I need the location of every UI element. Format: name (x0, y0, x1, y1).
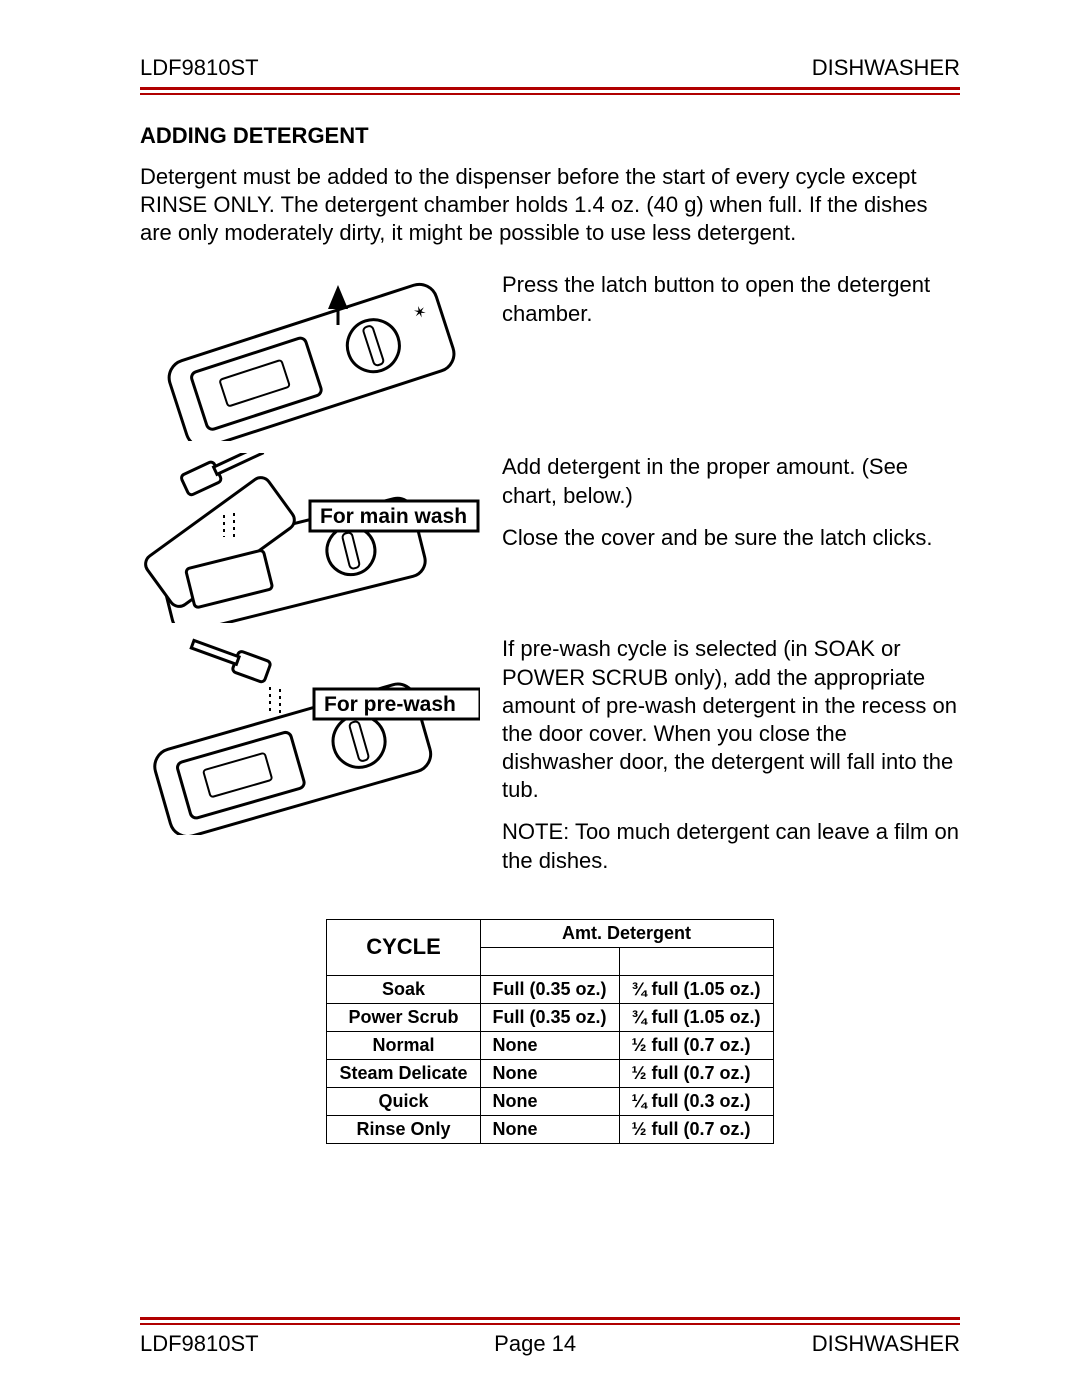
table-row: SoakFull (0.35 oz.)¾ full (1.05 oz.) (327, 975, 773, 1003)
cell-cycle: Quick (327, 1087, 480, 1115)
table-row: Steam DelicateNone½ full (0.7 oz.) (327, 1059, 773, 1087)
manual-page: LDF9810ST DISHWASHER ADDING DETERGENT De… (0, 0, 1080, 1397)
footer-rule-thick (140, 1317, 960, 1320)
cell-cycle: Rinse Only (327, 1115, 480, 1143)
step-1-line: Press the latch button to open the deter… (502, 271, 960, 327)
cell-amt2: ½ full (0.7 oz.) (619, 1115, 773, 1143)
cell-amt2: ¾ full (1.05 oz.) (619, 1003, 773, 1031)
cell-cycle: Power Scrub (327, 1003, 480, 1031)
footer-rule-thin (140, 1323, 960, 1325)
header-model: LDF9810ST (140, 55, 259, 81)
table-row: QuickNone¼ full (0.3 oz.) (327, 1087, 773, 1115)
footer-model: LDF9810ST (140, 1331, 259, 1357)
footer-product: DISHWASHER (812, 1331, 960, 1357)
cell-amt2: ½ full (0.7 oz.) (619, 1031, 773, 1059)
header-product: DISHWASHER (812, 55, 960, 81)
cell-amt1: None (480, 1031, 619, 1059)
dispenser-pre-wash-icon: ✶ For pre-wash (140, 635, 480, 835)
sub-blank-2 (619, 947, 773, 975)
page-header: LDF9810ST DISHWASHER (140, 55, 960, 81)
sub-blank-1 (480, 947, 619, 975)
cell-amt1: None (480, 1059, 619, 1087)
cell-amt2: ½ full (0.7 oz.) (619, 1059, 773, 1087)
step-1-text: Press the latch button to open the deter… (502, 271, 960, 341)
table-head-row: CYCLE Amt. Detergent (327, 919, 773, 947)
intro-paragraph: Detergent must be added to the dispenser… (140, 163, 960, 247)
step-2-line2: Close the cover and be sure the latch cl… (502, 524, 960, 552)
cell-amt1: None (480, 1115, 619, 1143)
step-3-line2: NOTE: Too much detergent can leave a fil… (502, 818, 960, 874)
footer-page: Page 14 (494, 1331, 576, 1357)
table-row: NormalNone½ full (0.7 oz.) (327, 1031, 773, 1059)
table-row: Power ScrubFull (0.35 oz.)¾ full (1.05 o… (327, 1003, 773, 1031)
col-cycle: CYCLE (327, 919, 480, 975)
cell-amt1: Full (0.35 oz.) (480, 975, 619, 1003)
detergent-table: CYCLE Amt. Detergent SoakFull (0.35 oz.)… (326, 919, 773, 1144)
cell-cycle: Soak (327, 975, 480, 1003)
cell-amt1: None (480, 1087, 619, 1115)
caption-main-wash: For main wash (320, 505, 467, 528)
cell-amt2: ¼ full (0.3 oz.) (619, 1087, 773, 1115)
header-rule-thin (140, 93, 960, 95)
dispenser-main-wash-icon: ✶ For main wash (140, 453, 480, 623)
cell-cycle: Steam Delicate (327, 1059, 480, 1087)
step-2: ✶ For main wash Add detergent in the pro… (140, 453, 960, 623)
dispenser-closed-icon: ✶ (140, 271, 480, 441)
cell-amt2: ¾ full (1.05 oz.) (619, 975, 773, 1003)
figure-pre-wash: ✶ For pre-wash (140, 635, 480, 835)
table-row: Rinse OnlyNone½ full (0.7 oz.) (327, 1115, 773, 1143)
figure-main-wash: ✶ For main wash (140, 453, 480, 623)
cell-cycle: Normal (327, 1031, 480, 1059)
step-2-text: Add detergent in the proper amount. (See… (502, 453, 960, 565)
page-footer: LDF9810ST Page 14 DISHWASHER (140, 1317, 960, 1357)
col-amt: Amt. Detergent (480, 919, 773, 947)
section-title: ADDING DETERGENT (140, 123, 960, 149)
step-3-text: If pre-wash cycle is selected (in SOAK o… (502, 635, 960, 888)
step-2-line1: Add detergent in the proper amount. (See… (502, 453, 960, 509)
step-3: ✶ For pre-wash If pre-wash cycle is sele… (140, 635, 960, 888)
figure-press-latch: ✶ (140, 271, 480, 441)
header-rule-thick (140, 87, 960, 90)
step-1: ✶ Press the latch button to open the det… (140, 271, 960, 441)
caption-pre-wash: For pre-wash (324, 693, 456, 716)
step-3-line1: If pre-wash cycle is selected (in SOAK o… (502, 635, 960, 804)
cell-amt1: Full (0.35 oz.) (480, 1003, 619, 1031)
